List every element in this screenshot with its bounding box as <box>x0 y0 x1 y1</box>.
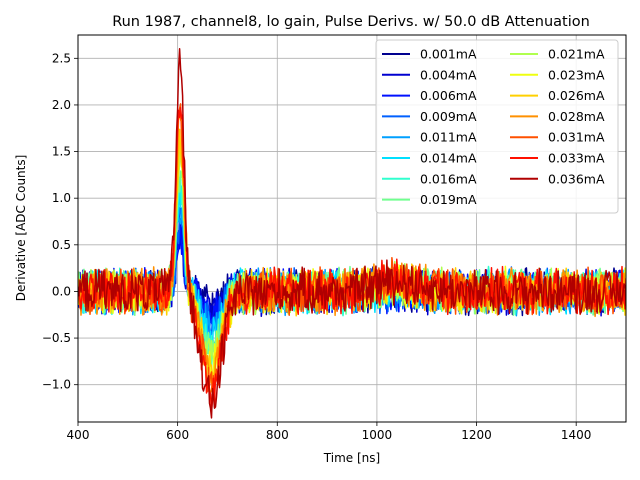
y-tick-label: −0.5 <box>42 331 71 345</box>
legend-label: 0.014mA <box>420 151 477 166</box>
ticks: 400 600 800 1000 1200 1400 −1.0 −0.5 0.0 0.5 1.0 1.… <box>42 51 592 442</box>
x-axis-label: Time [ns] <box>323 451 380 465</box>
y-tick-label: 2.0 <box>52 98 71 112</box>
plot-area <box>78 48 626 419</box>
y-tick-label: 2.5 <box>52 51 71 65</box>
x-tick-label: 600 <box>166 428 189 442</box>
x-tick-label: 400 <box>67 428 90 442</box>
legend-label: 0.004mA <box>420 67 477 82</box>
x-tick-label: 800 <box>266 428 289 442</box>
y-tick-label: −1.0 <box>42 378 71 392</box>
legend-label: 0.023mA <box>548 67 605 82</box>
legend-label: 0.036mA <box>548 171 605 186</box>
legend-label: 0.011mA <box>420 130 477 145</box>
x-tick-label: 1200 <box>461 428 492 442</box>
legend-label: 0.009mA <box>420 109 477 124</box>
y-tick-label: 1.0 <box>52 191 71 205</box>
legend-label: 0.016mA <box>420 171 477 186</box>
legend: 0.001mA 0.004mA 0.006mA 0.009mA 0.011mA 0.014… <box>375 39 619 214</box>
legend-label: 0.033mA <box>548 151 605 166</box>
axes-frame <box>77 34 627 423</box>
y-axis-label: Derivative [ADC Counts] <box>14 155 28 302</box>
series-line <box>78 48 626 419</box>
y-tick-label: 1.5 <box>52 145 71 159</box>
legend-box <box>375 39 619 214</box>
x-tick-label: 1000 <box>362 428 393 442</box>
y-tick-label: 0.0 <box>52 284 71 298</box>
legend-label: 0.028mA <box>548 109 605 124</box>
x-tick-label: 1400 <box>561 428 592 442</box>
legend-label: 0.019mA <box>420 192 477 207</box>
legend-label: 0.006mA <box>420 88 477 103</box>
y-tick-label: 0.5 <box>52 238 71 252</box>
legend-label: 0.021mA <box>548 47 605 62</box>
legend-label: 0.026mA <box>548 88 605 103</box>
legend-label: 0.001mA <box>420 47 477 62</box>
legend-label: 0.031mA <box>548 130 605 145</box>
chart-title: Run 1987, channel8, lo gain, Pulse Deriv… <box>112 14 590 30</box>
